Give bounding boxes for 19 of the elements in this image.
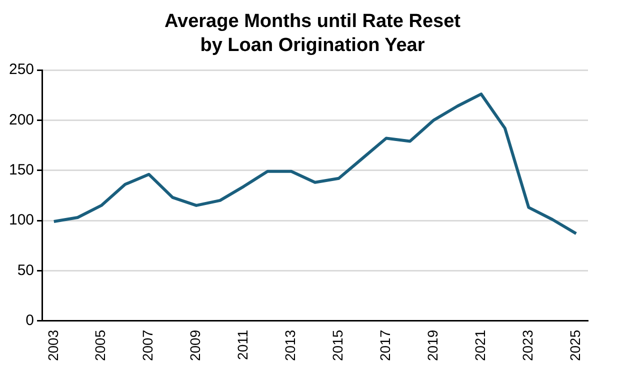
x-tick-label: 2013 — [282, 330, 298, 362]
x-tick-label: 2021 — [472, 330, 488, 362]
y-tick-label: 150 — [8, 161, 34, 178]
y-tick-label: 200 — [8, 111, 34, 128]
x-tick-label: 2019 — [424, 330, 441, 362]
x-tick-label: 2023 — [520, 330, 536, 362]
x-tick-label: 2009 — [187, 330, 204, 362]
x-tick-label: 2005 — [92, 330, 108, 362]
x-tick-label: 2007 — [140, 330, 156, 362]
chart-title: Average Months until Rate Reset by Loan Origination Year — [164, 10, 462, 58]
x-tick-label: 2025 — [566, 330, 583, 362]
x-tick-label: 2015 — [330, 330, 346, 362]
x-tick-label: 2011 — [234, 330, 251, 360]
y-tick-label: 250 — [8, 61, 34, 78]
y-tick-label: 100 — [8, 212, 34, 229]
y-tick-label: 50 — [17, 262, 34, 279]
y-tick-label: 0 — [26, 312, 34, 329]
x-tick-label: 2017 — [377, 330, 394, 362]
x-tick-label: 2003 — [44, 330, 61, 362]
